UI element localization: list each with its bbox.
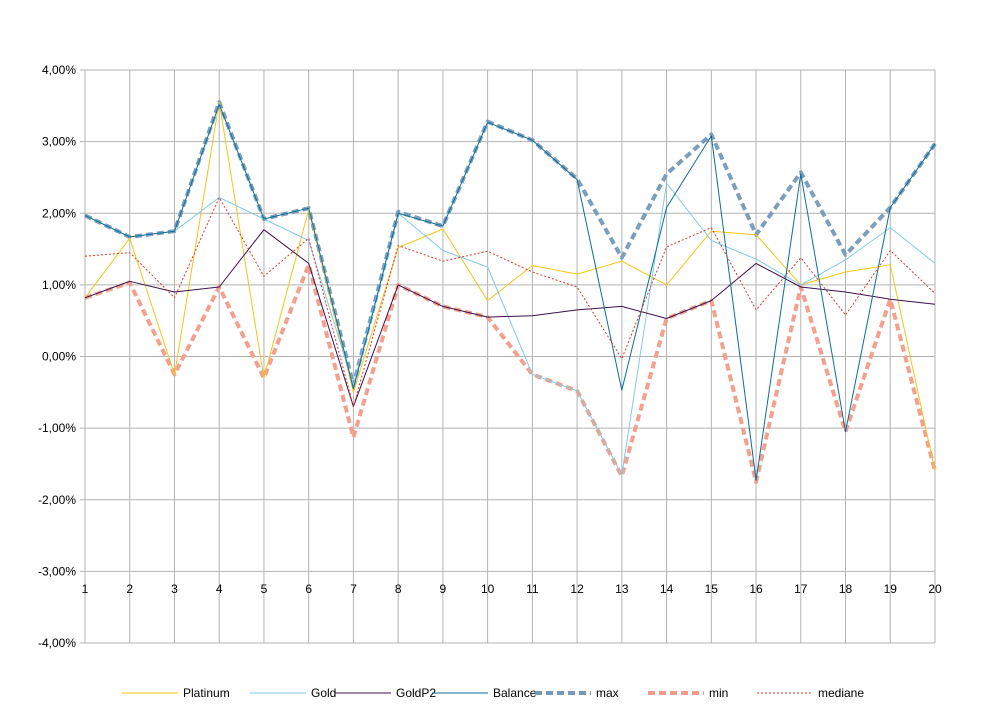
x-tick-label: 6	[305, 582, 312, 596]
y-axis-tick-labels: 4,00% 3,00% 2,00% 1,00% 0,00% -1,00% -2,00% -3,…	[38, 63, 76, 650]
x-tick-label: 20	[928, 582, 942, 596]
x-tick-label: 15	[705, 582, 719, 596]
y-tick-label: 3,00%	[42, 135, 76, 149]
series-line-min	[84, 262, 937, 484]
y-tick-label: -1,00%	[38, 421, 76, 435]
y-tick-label: -4,00%	[38, 636, 76, 650]
x-tick-label: 5	[261, 582, 268, 596]
x-tick-label: 19	[884, 582, 898, 596]
x-tick-label: 16	[749, 582, 763, 596]
x-tick-label: 10	[481, 582, 495, 596]
y-tick-label: 0,00%	[42, 350, 76, 364]
y-tick-label: -2,00%	[38, 493, 76, 507]
series-line-gold	[84, 182, 936, 476]
x-tick-label: 12	[570, 582, 584, 596]
legend-label-goldp2: GoldP2	[396, 686, 436, 700]
x-tick-label: 1	[82, 582, 89, 596]
series-line-goldp2	[84, 229, 936, 408]
legend: Platinum Gold GoldP2 Balance max min mediane	[122, 686, 864, 700]
x-tick-label: 18	[839, 582, 853, 596]
series-line-balance	[84, 103, 936, 481]
x-tick-label: 17	[794, 582, 808, 596]
y-tick-label: 2,00%	[42, 206, 76, 220]
legend-label-max: max	[596, 686, 619, 700]
x-tick-label: 4	[216, 582, 223, 596]
y-tick-label: 1,00%	[42, 278, 76, 292]
series-line-platinum	[84, 101, 936, 472]
x-tick-label: 3	[171, 582, 178, 596]
legend-label-balance: Balance	[493, 686, 537, 700]
legend-label-mediane: mediane	[818, 686, 864, 700]
legend-label-platinum: Platinum	[183, 686, 230, 700]
series-line-mediane	[84, 197, 936, 408]
x-tick-label: 11	[526, 582, 539, 596]
x-tick-label: 2	[126, 582, 133, 596]
grid	[80, 69, 936, 644]
x-tick-label: 9	[440, 582, 447, 596]
y-tick-label: 4,00%	[42, 63, 76, 77]
x-tick-label: 8	[395, 582, 402, 596]
legend-label-gold: Gold	[311, 686, 336, 700]
x-tick-label: 14	[660, 582, 674, 596]
x-tick-label: 7	[350, 582, 357, 596]
y-tick-label: -3,00%	[38, 564, 76, 578]
legend-label-min: min	[709, 686, 728, 700]
x-axis-tick-labels: 1 2 3 4 5 6 7 8 9 10 11 12 13 14 15 16 17 18 19 20	[82, 582, 942, 596]
series-lines	[84, 100, 937, 484]
x-tick-label: 13	[615, 582, 629, 596]
